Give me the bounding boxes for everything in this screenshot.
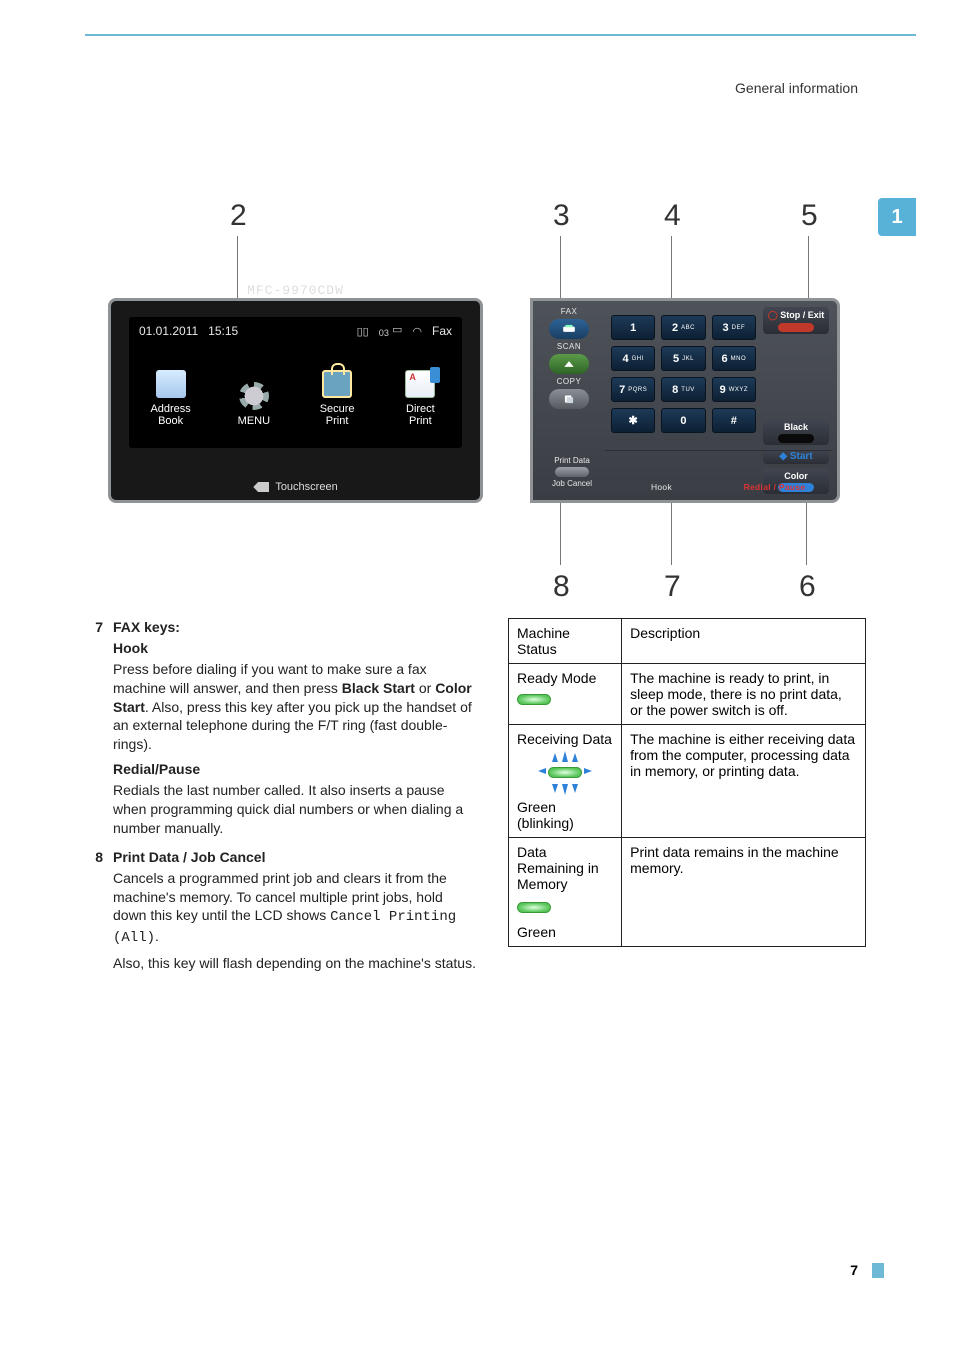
address-book-icon bbox=[156, 370, 186, 398]
black-start-button[interactable]: Black bbox=[763, 419, 829, 445]
menu-label: MENU bbox=[238, 415, 270, 427]
table-cell: Data Remaining in Memory Green bbox=[509, 838, 622, 947]
hook-button[interactable]: Hook bbox=[605, 450, 718, 494]
print-data-led bbox=[555, 467, 589, 477]
page-number: 7 bbox=[850, 1262, 858, 1278]
counter-icon: 03 ▭ bbox=[379, 323, 403, 338]
control-panel: FAX SCAN COPY 12ABC 3DEF 4GHI5JKL 6MNO 7PQRS… bbox=[530, 298, 840, 503]
callout-2: 2 bbox=[230, 199, 247, 233]
print-data-area: Print Data Job Cancel bbox=[539, 450, 605, 494]
hook-heading: Hook bbox=[113, 639, 478, 658]
print-data-paragraph: Cancels a programmed print job and clear… bbox=[113, 869, 478, 949]
led-icon bbox=[517, 902, 551, 913]
hook-paragraph: Press before dialing if you want to make… bbox=[113, 660, 478, 754]
callout-8: 8 bbox=[553, 570, 570, 604]
fax-mode-label: FAX bbox=[561, 307, 578, 316]
table-cell: The machine is ready to print, in sleep … bbox=[622, 664, 866, 725]
redial-heading: Redial/Pause bbox=[113, 760, 478, 779]
fax-mode-button[interactable] bbox=[549, 319, 589, 339]
copy-mode-button[interactable] bbox=[549, 389, 589, 409]
dial-key-9[interactable]: 9WXYZ bbox=[712, 377, 756, 402]
touchscreen-footer-label: Touchscreen bbox=[275, 481, 337, 493]
lcd-screen[interactable]: 01.01.2011 15:15 ▯▯ 03 ▭ ◠ Fax Address B… bbox=[129, 317, 462, 448]
secure-print-button[interactable]: Secure Print bbox=[296, 345, 379, 433]
direct-print-button[interactable]: Direct Print bbox=[379, 345, 462, 433]
section-header: General information bbox=[735, 80, 858, 96]
status-bar: 01.01.2011 15:15 ▯▯ 03 ▭ ◠ Fax bbox=[129, 317, 462, 345]
scan-mode-label: SCAN bbox=[557, 342, 581, 351]
touchscreen-footer: Touchscreen bbox=[111, 481, 480, 493]
copy-mode-label: COPY bbox=[557, 377, 582, 386]
dial-key-6[interactable]: 6MNO bbox=[712, 346, 756, 371]
dial-key-✱[interactable]: ✱ bbox=[611, 408, 655, 433]
scan-mode-button[interactable] bbox=[549, 354, 589, 374]
page-number-bar bbox=[872, 1263, 884, 1278]
table-header: Description bbox=[622, 619, 866, 664]
dial-key-2[interactable]: 2ABC bbox=[661, 315, 705, 340]
leader-line bbox=[808, 236, 809, 298]
table-cell: Print data remains in the machine memory… bbox=[622, 838, 866, 947]
dial-key-0[interactable]: 0 bbox=[661, 408, 705, 433]
leader-line bbox=[671, 236, 672, 298]
table-cell: Ready Mode bbox=[509, 664, 622, 725]
stylus-icon bbox=[253, 482, 269, 492]
stop-exit-button[interactable]: ◯ Stop / Exit bbox=[763, 307, 829, 334]
led-blinking-icon bbox=[542, 753, 588, 793]
wifi-icon: ◠ bbox=[412, 325, 422, 338]
dial-key-#[interactable]: # bbox=[712, 408, 756, 433]
direct-print-label: Direct Print bbox=[406, 403, 435, 427]
dial-key-3[interactable]: 3DEF bbox=[712, 315, 756, 340]
item-number: 8 bbox=[88, 848, 103, 979]
mode-label: Fax bbox=[432, 324, 452, 338]
stop-led bbox=[778, 323, 814, 332]
time-label: 15:15 bbox=[208, 324, 238, 338]
date-label: 01.01.2011 bbox=[139, 324, 198, 338]
gear-icon bbox=[239, 382, 269, 410]
dial-key-4[interactable]: 4GHI bbox=[611, 346, 655, 371]
dial-keypad: 12ABC 3DEF 4GHI5JKL 6MNO 7PQRS8TUV 9WXYZ ✱0 # bbox=[611, 315, 756, 433]
fax-keys-heading: FAX keys: bbox=[113, 618, 478, 637]
table-cell: The machine is either receiving data fro… bbox=[622, 725, 866, 838]
callout-3: 3 bbox=[553, 199, 570, 233]
leader-line bbox=[671, 501, 672, 565]
print-data-paragraph-2: Also, this key will flash depending on t… bbox=[113, 954, 478, 973]
address-book-label: Address Book bbox=[150, 403, 190, 427]
top-rule bbox=[85, 34, 916, 36]
job-cancel-label: Job Cancel bbox=[552, 479, 592, 488]
black-led bbox=[778, 434, 814, 443]
dial-key-7[interactable]: 7PQRS bbox=[611, 377, 655, 402]
stop-exit-label: Stop / Exit bbox=[780, 310, 824, 320]
dial-key-1[interactable]: 1 bbox=[611, 315, 655, 340]
dial-key-8[interactable]: 8TUV bbox=[661, 377, 705, 402]
redial-pause-button[interactable]: Redial / Pause bbox=[718, 450, 831, 494]
leader-line bbox=[560, 236, 561, 298]
chapter-tab: 1 bbox=[878, 198, 916, 236]
secure-print-label: Secure Print bbox=[320, 403, 355, 427]
menu-button[interactable]: MENU bbox=[212, 345, 295, 433]
model-label: MFC-9970CDW bbox=[111, 283, 480, 298]
status-table: Machine Status Description Ready Mode Th… bbox=[508, 618, 866, 947]
black-label: Black bbox=[784, 422, 808, 432]
status-icon: ▯▯ bbox=[357, 325, 369, 338]
print-data-label: Print Data bbox=[554, 456, 590, 465]
table-header: Machine Status bbox=[509, 619, 622, 664]
address-book-button[interactable]: Address Book bbox=[129, 345, 212, 433]
callout-5: 5 bbox=[801, 199, 818, 233]
touchscreen-panel: MFC-9970CDW 01.01.2011 15:15 ▯▯ 03 ▭ ◠ F… bbox=[108, 298, 483, 503]
table-cell: Receiving Data Green (blinking) bbox=[509, 725, 622, 838]
redial-paragraph: Redials the last number called. It also … bbox=[113, 781, 478, 838]
callout-7: 7 bbox=[664, 570, 681, 604]
dial-key-5[interactable]: 5JKL bbox=[661, 346, 705, 371]
leader-line bbox=[806, 501, 807, 565]
callout-6: 6 bbox=[799, 570, 816, 604]
leader-line bbox=[560, 501, 561, 565]
item-number: 7 bbox=[88, 618, 103, 844]
led-icon bbox=[517, 694, 551, 705]
callout-4: 4 bbox=[664, 199, 681, 233]
lock-icon bbox=[322, 370, 352, 398]
document-icon bbox=[405, 370, 435, 398]
print-data-heading: Print Data / Job Cancel bbox=[113, 848, 478, 867]
